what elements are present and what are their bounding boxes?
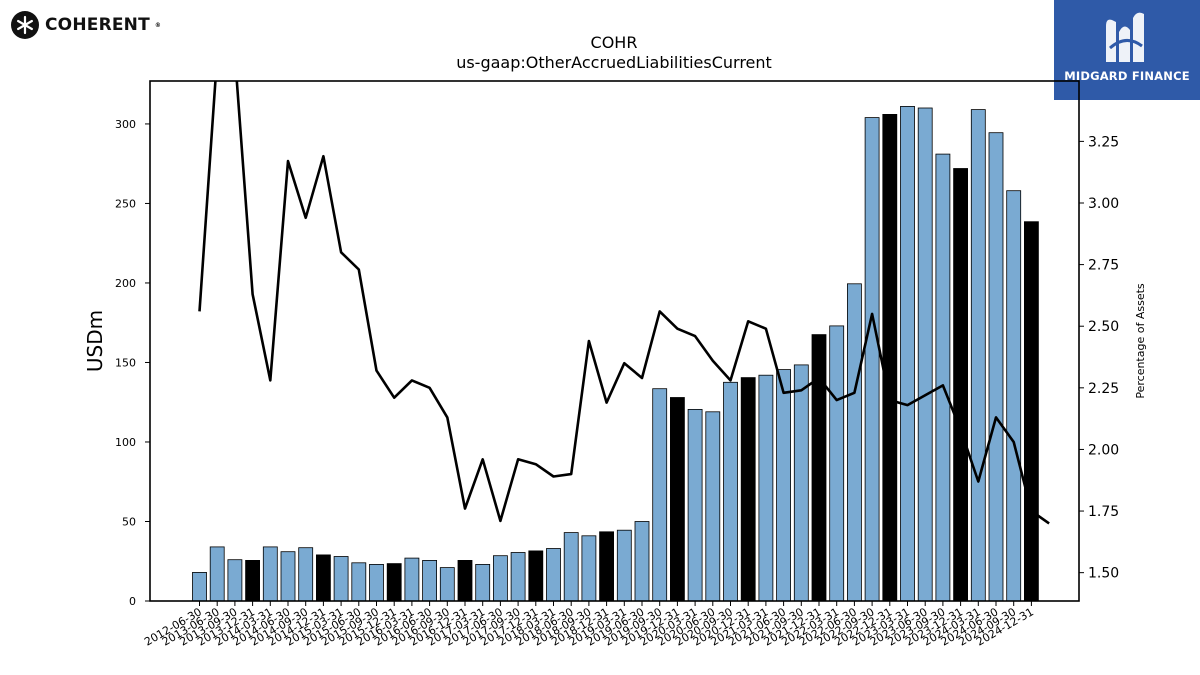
bar (988, 132, 1004, 602)
bar (1024, 221, 1039, 602)
bar (351, 562, 367, 602)
right-tick-label: 3.00 (1088, 196, 1119, 212)
trademark-mark: ® (154, 21, 162, 29)
right-axis: 1.50 1.75 2.00 2.25 2.50 2.75 3.00 3.25 (1079, 134, 1119, 582)
bar (546, 548, 561, 602)
series-line (198, 81, 1050, 525)
coherent-logo-icon (11, 11, 39, 39)
plot-frame (149, 80, 1080, 602)
line-series (198, 81, 1050, 525)
bar (616, 529, 632, 602)
bar (723, 381, 738, 602)
right-tick-label: 1.75 (1088, 504, 1119, 520)
bar (687, 408, 703, 602)
left-tick-label: 0 (129, 595, 136, 608)
bar (917, 107, 933, 602)
coherent-logo: COHERENT ® (10, 10, 161, 40)
bar (475, 564, 491, 602)
bar (262, 546, 278, 602)
right-tick-label: 2.75 (1088, 258, 1119, 274)
left-tick-label: 200 (115, 277, 136, 290)
bar (882, 114, 898, 602)
bar (439, 567, 455, 602)
bar (192, 572, 207, 602)
bar (563, 532, 579, 602)
bar (811, 334, 827, 602)
bar (227, 559, 243, 602)
midgard-logo-text: MIDGARD FINANCE (1064, 69, 1190, 83)
bar (457, 560, 473, 602)
right-tick-label: 1.50 (1088, 566, 1119, 582)
bar (581, 535, 597, 602)
bar (670, 397, 685, 602)
bar (847, 283, 862, 602)
bar (793, 364, 809, 602)
coherent-logo-text: COHERENT (45, 15, 150, 35)
bar (864, 117, 880, 602)
bar (970, 109, 986, 602)
bar-series (192, 106, 1039, 602)
left-tick-label: 150 (115, 356, 136, 369)
bar (369, 564, 384, 602)
bar (953, 168, 968, 602)
right-axis-label: Percentage of Assets (1134, 283, 1147, 399)
bar (386, 563, 402, 602)
right-tick-label: 3.25 (1088, 134, 1119, 150)
left-tick-label: 50 (122, 515, 136, 528)
right-tick-label: 2.00 (1088, 442, 1119, 458)
bar (758, 374, 774, 602)
midgard-finance-logo: MIDGARD FINANCE (1054, 0, 1200, 100)
bar (510, 552, 526, 602)
bar (776, 369, 791, 602)
bar (829, 325, 845, 602)
bar (422, 560, 438, 602)
chart-subtitle: us-gaap:OtherAccruedLiabilitiesCurrent (456, 53, 772, 72)
bar (209, 546, 225, 602)
left-axis: 0 50 100 150 200 250 300 (115, 118, 150, 608)
left-tick-label: 100 (115, 436, 136, 449)
bar (298, 547, 314, 602)
bar (634, 521, 650, 602)
midgard-logo-icon (1106, 12, 1144, 63)
bar (652, 388, 668, 602)
bar (280, 551, 296, 602)
x-axis: 2012-06-302013-06-302013-09-302013-12-31… (142, 601, 1036, 649)
bar (740, 377, 756, 602)
bar (315, 554, 331, 602)
left-tick-label: 250 (115, 197, 136, 210)
bar (492, 555, 508, 602)
bar (705, 411, 721, 602)
bar (935, 153, 951, 602)
bar (599, 531, 614, 602)
bar (900, 106, 915, 602)
bar (404, 557, 420, 602)
right-tick-label: 2.50 (1088, 319, 1119, 335)
right-tick-label: 2.25 (1088, 381, 1119, 397)
bar (528, 550, 544, 602)
chart-title: COHR (591, 33, 638, 52)
left-tick-label: 300 (115, 118, 136, 131)
bar (245, 560, 261, 602)
bar (333, 556, 349, 602)
bar (1006, 190, 1022, 602)
left-axis-label: USDm (83, 310, 107, 372)
